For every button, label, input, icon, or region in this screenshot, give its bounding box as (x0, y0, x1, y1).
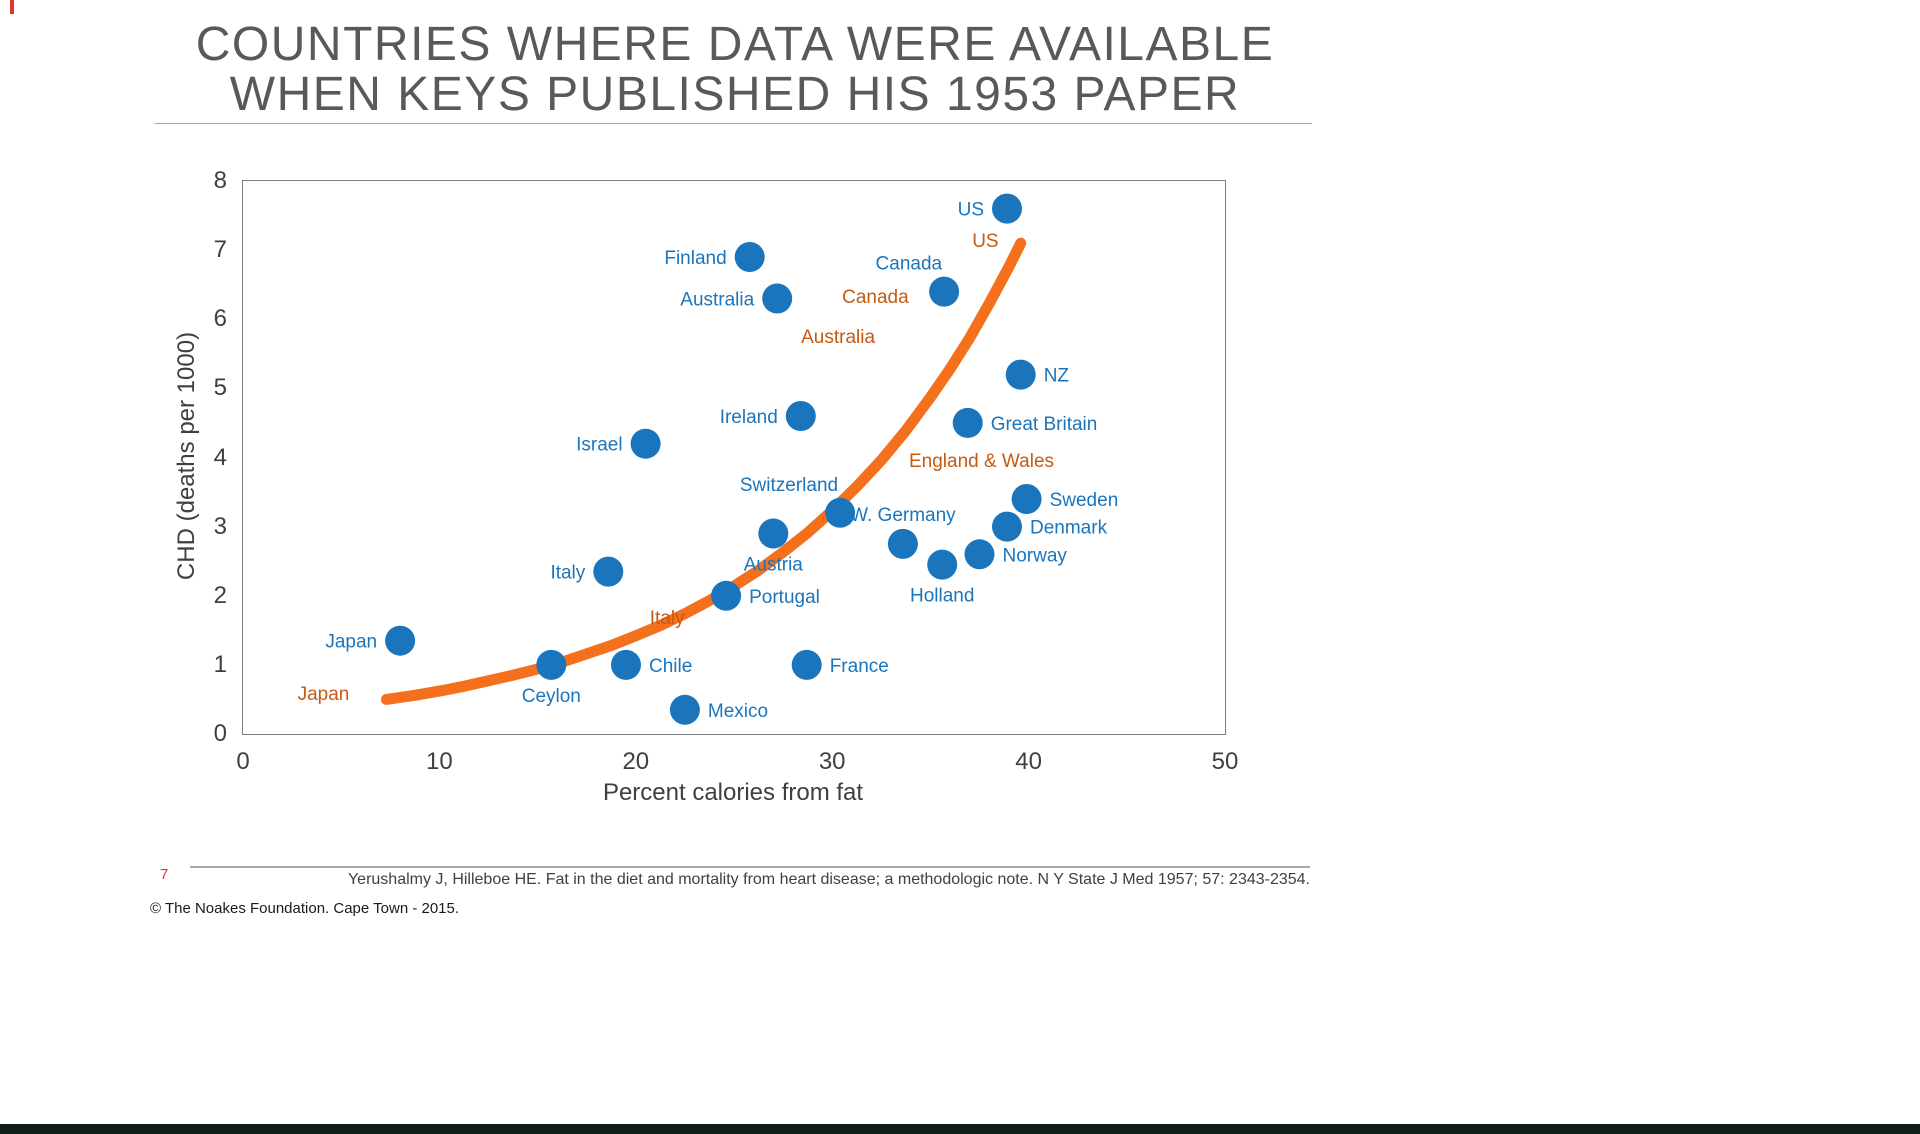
point-label-france: France (830, 656, 889, 677)
keys-label-england-wales: England & Wales (909, 451, 1054, 472)
point-israel (630, 428, 661, 459)
y-tick-label: 2 (213, 581, 227, 609)
title-divider (155, 123, 1312, 124)
point-label-w-germany: W. Germany (850, 505, 956, 526)
x-tick-label: 30 (818, 748, 846, 775)
y-tick-label: 0 (213, 720, 227, 747)
point-label-israel: Israel (576, 435, 622, 456)
x-tick-label: 10 (426, 748, 453, 775)
point-label-great-britain: Great Britain (991, 414, 1098, 435)
y-tick-label: 8 (213, 167, 227, 194)
keys-label-japan: Japan (298, 684, 350, 705)
point-nz (1005, 359, 1036, 390)
scatter-plot-svg: US Canada Australia England & Wales Italy Jap… (298, 193, 1119, 725)
copyright-text: © The Noakes Foundation. Cape Town - 201… (150, 900, 460, 917)
citation-divider (190, 866, 1310, 868)
x-tick-label: 20 (622, 748, 650, 775)
x-tick-label: 40 (1015, 748, 1042, 775)
y-tick-label: 6 (213, 305, 227, 333)
point-ireland (785, 401, 816, 431)
point-sweden (1011, 484, 1042, 514)
point-label-norway: Norway (1003, 545, 1068, 566)
slide-title-line1: COUNTRIES WHERE DATA WERE AVAILABLE (195, 18, 1275, 71)
point-label-austria: Austria (744, 555, 804, 576)
point-label-canada: Canada (876, 254, 943, 275)
point-label-sweden: Sweden (1050, 490, 1119, 511)
plot-area: US Canada Australia England & Wales Italy Jap… (214, 167, 1239, 775)
point-france (791, 649, 822, 680)
slide-title: COUNTRIES WHERE DATA WERE AVAILABLE WHEN … (150, 20, 1320, 120)
point-label-switzerland: Switzerland (740, 475, 838, 496)
x-tick-label: 50 (1211, 748, 1239, 775)
slide-title-line2: WHEN KEYS PUBLISHED HIS 1953 PAPER (229, 68, 1241, 121)
point-label-chile: Chile (649, 656, 692, 677)
bottom-bar (0, 1124, 1920, 1134)
point-italy (593, 556, 624, 587)
point-switzerland (825, 497, 856, 528)
point-label-denmark: Denmark (1030, 518, 1108, 539)
keys-label-canada: Canada (842, 287, 909, 308)
point-australia (762, 283, 793, 314)
point-great-britain (952, 407, 983, 438)
y-tick-label: 7 (213, 236, 227, 264)
point-label-us: US (958, 200, 984, 221)
point-austria (758, 518, 789, 549)
citation-text: Yerushalmy J, Hilleboe HE. Fat in the di… (347, 871, 1310, 888)
point-label-holland: Holland (910, 586, 974, 607)
keys-label-australia: Australia (801, 327, 875, 348)
keys-label-italy: Italy (650, 608, 685, 629)
point-label-ceylon: Ceylon (522, 686, 581, 707)
y-tick-label: 5 (213, 374, 227, 402)
point-us (992, 193, 1022, 224)
point-label-nz: NZ (1044, 366, 1070, 387)
point-label-mexico: Mexico (708, 701, 768, 722)
point-finland (734, 242, 765, 272)
point-canada (929, 276, 960, 307)
point-chile (611, 649, 641, 680)
point-label-italy: Italy (550, 563, 585, 584)
point-ceylon (536, 649, 567, 680)
y-tick-label: 4 (213, 443, 227, 471)
point-holland (927, 549, 958, 580)
point-label-ireland: Ireland (720, 407, 778, 428)
point-portugal (711, 580, 742, 611)
top-left-red-marker (10, 0, 14, 14)
point-label-portugal: Portugal (749, 587, 820, 608)
point-japan (385, 625, 416, 656)
y-tick-label: 1 (213, 650, 227, 678)
y-tick-label: 3 (213, 512, 227, 540)
page-number: 7 (160, 866, 169, 883)
keys-label-us: US (972, 231, 998, 252)
point-denmark (992, 511, 1022, 542)
point-norway (964, 539, 995, 570)
point-label-finland: Finland (664, 248, 726, 269)
point-label-japan: Japan (325, 632, 377, 653)
x-tick-label: 0 (236, 748, 250, 775)
point-mexico (669, 694, 700, 725)
point-label-australia: Australia (680, 290, 754, 311)
x-axis-title: Percent calories from fat (602, 779, 864, 806)
point-w-germany (887, 528, 918, 559)
